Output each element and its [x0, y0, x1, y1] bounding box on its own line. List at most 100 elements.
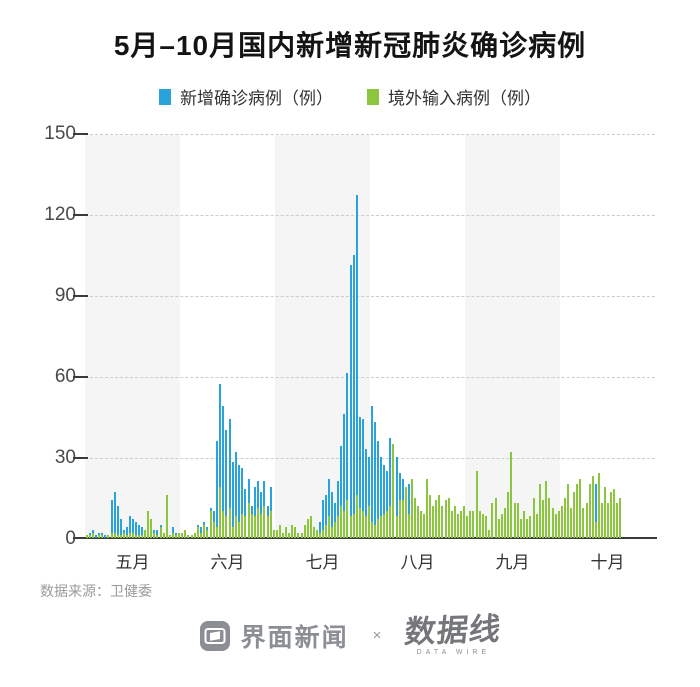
bar-new-confirmed	[113, 492, 116, 538]
bar-new-confirmed	[349, 265, 352, 538]
bar-imported	[297, 532, 300, 538]
bar-imported	[377, 519, 380, 538]
bar-imported	[184, 529, 187, 538]
bar-imported	[392, 443, 395, 538]
bar-imported	[206, 529, 209, 538]
bar-imported	[337, 516, 340, 538]
bar-imported	[141, 535, 144, 538]
bar-imported	[554, 513, 557, 538]
bar-imported	[165, 494, 168, 538]
datawire-logo: 数据线 DATA WIRE	[403, 611, 503, 656]
bar-new-confirmed	[328, 478, 331, 538]
bar-imported	[144, 529, 147, 538]
y-axis-label-150: 150	[44, 123, 76, 144]
bar-imported	[190, 535, 193, 538]
month-band-6	[560, 135, 655, 539]
bar-imported	[312, 527, 315, 538]
bar-imported	[416, 505, 419, 538]
bar-imported	[358, 508, 361, 538]
bar-imported	[395, 516, 398, 538]
bar-new-confirmed	[325, 494, 328, 538]
y-axis-label-30: 30	[54, 447, 76, 468]
bar-imported	[159, 527, 162, 538]
bar-imported	[456, 513, 459, 538]
x-axis-label-month-4: 八月	[400, 553, 435, 572]
bar-new-confirmed	[334, 502, 337, 538]
bar-imported	[386, 511, 389, 538]
bar-new-confirmed	[367, 457, 370, 538]
bar-new-confirmed	[171, 527, 174, 538]
gridline-90	[85, 296, 655, 297]
bar-imported	[606, 502, 609, 538]
bar-imported	[196, 527, 199, 538]
y-axis-label-120: 120	[44, 204, 76, 225]
bar-imported	[500, 513, 503, 538]
y-tick-30	[73, 457, 88, 459]
bar-imported	[507, 492, 510, 538]
bar-new-confirmed	[343, 413, 346, 538]
bar-new-confirmed	[364, 448, 367, 538]
bar-imported	[491, 502, 494, 538]
bar-new-confirmed	[119, 519, 122, 538]
bar-imported	[435, 500, 438, 538]
bar-new-confirmed	[352, 254, 355, 538]
bar-imported	[244, 516, 247, 538]
bar-chart-plot-area	[73, 133, 657, 539]
bar-imported	[321, 529, 324, 538]
bar-imported	[383, 513, 386, 538]
page-title: 5月–10月国内新增新冠肺炎确诊病例	[113, 30, 587, 61]
bar-imported	[153, 532, 156, 538]
bar-imported	[557, 511, 560, 538]
bar-imported	[138, 535, 141, 538]
bar-imported	[340, 505, 343, 538]
bar-new-confirmed	[374, 421, 377, 538]
bar-imported	[355, 494, 358, 538]
logo-separator: ×	[372, 627, 382, 644]
bar-imported	[253, 516, 256, 538]
month-band-1	[85, 135, 180, 539]
bar-imported	[294, 527, 297, 538]
gridline-150	[85, 134, 655, 135]
bar-imported	[241, 513, 244, 538]
bar-imported	[119, 535, 122, 538]
bar-imported	[523, 511, 525, 538]
bar-imported	[398, 500, 401, 538]
bar-new-confirmed	[358, 416, 361, 538]
bar-imported	[300, 532, 303, 538]
bar-imported	[466, 516, 468, 538]
bar-imported	[219, 486, 221, 538]
bar-imported	[193, 532, 196, 538]
bar-imported	[325, 524, 328, 538]
legend: 新增确诊病例（例） 境外输入病例（例）	[0, 84, 700, 109]
bar-new-confirmed	[361, 419, 364, 538]
bar-imported	[594, 521, 597, 538]
bar-imported	[413, 497, 416, 538]
bar-new-confirmed	[346, 373, 349, 538]
bar-imported	[306, 519, 309, 538]
bar-imported	[86, 535, 88, 538]
bar-imported	[401, 500, 404, 538]
bar-new-confirmed	[200, 527, 202, 538]
bar-imported	[361, 511, 364, 538]
x-axis-label-month-3: 七月	[305, 553, 340, 572]
bar-imported	[234, 516, 237, 538]
bar-imported	[269, 511, 272, 538]
bar-imported	[107, 535, 110, 538]
bar-imported	[588, 484, 591, 538]
x-axis-label-month-1: 五月	[115, 553, 150, 572]
bar-new-confirmed	[253, 486, 256, 538]
month-band-2	[180, 135, 275, 539]
bar-new-confirmed	[131, 519, 134, 538]
bar-imported	[203, 524, 206, 538]
y-tick-120	[73, 214, 88, 216]
bar-imported	[260, 513, 263, 538]
bar-imported	[610, 492, 613, 538]
bar-imported	[591, 475, 594, 538]
bar-imported	[171, 532, 174, 538]
jiemian-news-wordmark: 界面新闻	[240, 623, 349, 652]
bar-imported	[177, 532, 180, 538]
bar-imported	[429, 494, 432, 538]
legend-swatch-imported-icon	[367, 88, 379, 105]
bar-imported	[535, 513, 538, 538]
bar-imported	[156, 535, 159, 538]
